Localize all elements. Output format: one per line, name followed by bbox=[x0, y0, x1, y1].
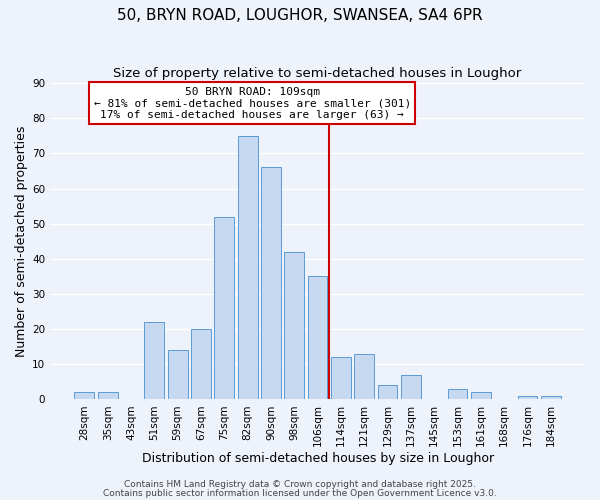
Bar bbox=[238, 136, 257, 400]
Bar bbox=[355, 354, 374, 400]
Bar bbox=[518, 396, 538, 400]
Bar bbox=[308, 276, 328, 400]
Text: 50 BRYN ROAD: 109sqm
← 81% of semi-detached houses are smaller (301)
17% of semi: 50 BRYN ROAD: 109sqm ← 81% of semi-detac… bbox=[94, 86, 411, 120]
X-axis label: Distribution of semi-detached houses by size in Loughor: Distribution of semi-detached houses by … bbox=[142, 452, 494, 465]
Bar bbox=[261, 168, 281, 400]
Bar bbox=[541, 396, 560, 400]
Bar bbox=[74, 392, 94, 400]
Bar bbox=[377, 386, 397, 400]
Text: 50, BRYN ROAD, LOUGHOR, SWANSEA, SA4 6PR: 50, BRYN ROAD, LOUGHOR, SWANSEA, SA4 6PR bbox=[117, 8, 483, 22]
Bar bbox=[98, 392, 118, 400]
Bar bbox=[168, 350, 188, 400]
Bar bbox=[145, 322, 164, 400]
Bar bbox=[284, 252, 304, 400]
Title: Size of property relative to semi-detached houses in Loughor: Size of property relative to semi-detach… bbox=[113, 68, 522, 80]
Text: Contains public sector information licensed under the Open Government Licence v3: Contains public sector information licen… bbox=[103, 488, 497, 498]
Bar bbox=[214, 216, 234, 400]
Bar bbox=[471, 392, 491, 400]
Y-axis label: Number of semi-detached properties: Number of semi-detached properties bbox=[15, 126, 28, 357]
Bar bbox=[401, 375, 421, 400]
Bar bbox=[448, 389, 467, 400]
Bar bbox=[191, 329, 211, 400]
Bar bbox=[331, 358, 351, 400]
Text: Contains HM Land Registry data © Crown copyright and database right 2025.: Contains HM Land Registry data © Crown c… bbox=[124, 480, 476, 489]
